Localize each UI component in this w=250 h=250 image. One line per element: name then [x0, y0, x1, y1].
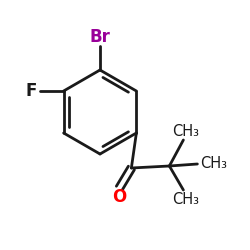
- Text: F: F: [26, 82, 37, 100]
- Text: O: O: [112, 188, 126, 206]
- Text: Br: Br: [90, 28, 110, 46]
- Text: CH₃: CH₃: [172, 192, 199, 206]
- Text: CH₃: CH₃: [200, 156, 227, 172]
- Text: CH₃: CH₃: [172, 124, 199, 138]
